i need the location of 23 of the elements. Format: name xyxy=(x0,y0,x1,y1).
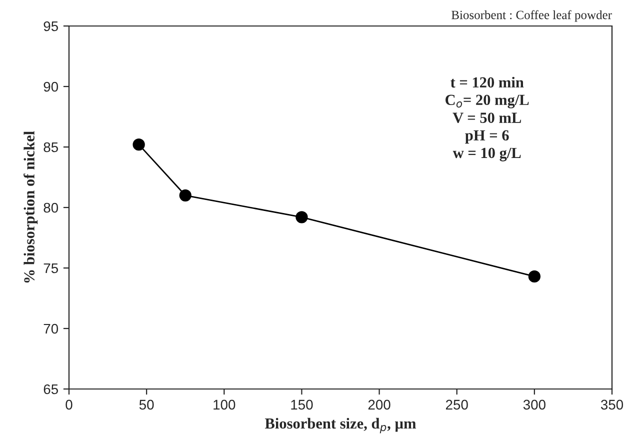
x-tick-label: 250 xyxy=(446,400,468,410)
point xyxy=(528,270,541,283)
x-axis-title: Biosorbent size, d$_{p}$, µm xyxy=(264,418,416,434)
y-tick-label: 80 xyxy=(44,202,58,213)
x-tick-label: 200 xyxy=(368,400,390,410)
y-tick-label: 90 xyxy=(44,82,58,92)
y-tick-label: 85 xyxy=(44,142,58,152)
x-tick-label: 50 xyxy=(139,400,154,410)
point xyxy=(179,189,192,202)
x-tick-label: 300 xyxy=(523,400,546,410)
text: Biosorbent : Coffee leaf powder xyxy=(452,10,612,22)
point xyxy=(296,211,308,224)
y-tick-label: 70 xyxy=(44,324,58,334)
annotation: t = 120 min C$_{o}$= 20 mg/L V = 50 mL pH = 6 w = 10 g/L xyxy=(446,76,529,162)
y-tick-label: 95 xyxy=(44,21,58,32)
x-tick-label: 100 xyxy=(214,400,236,410)
x-tick-label: 150 xyxy=(291,400,313,410)
y-tick-label: 65 xyxy=(44,384,58,394)
point xyxy=(132,138,145,151)
y-tick-label: 75 xyxy=(44,263,58,274)
y-axis-title: % biosorption of nickel xyxy=(24,131,38,283)
x-tick-label: 0 xyxy=(66,400,72,410)
x-tick-label: 350 xyxy=(600,400,624,410)
